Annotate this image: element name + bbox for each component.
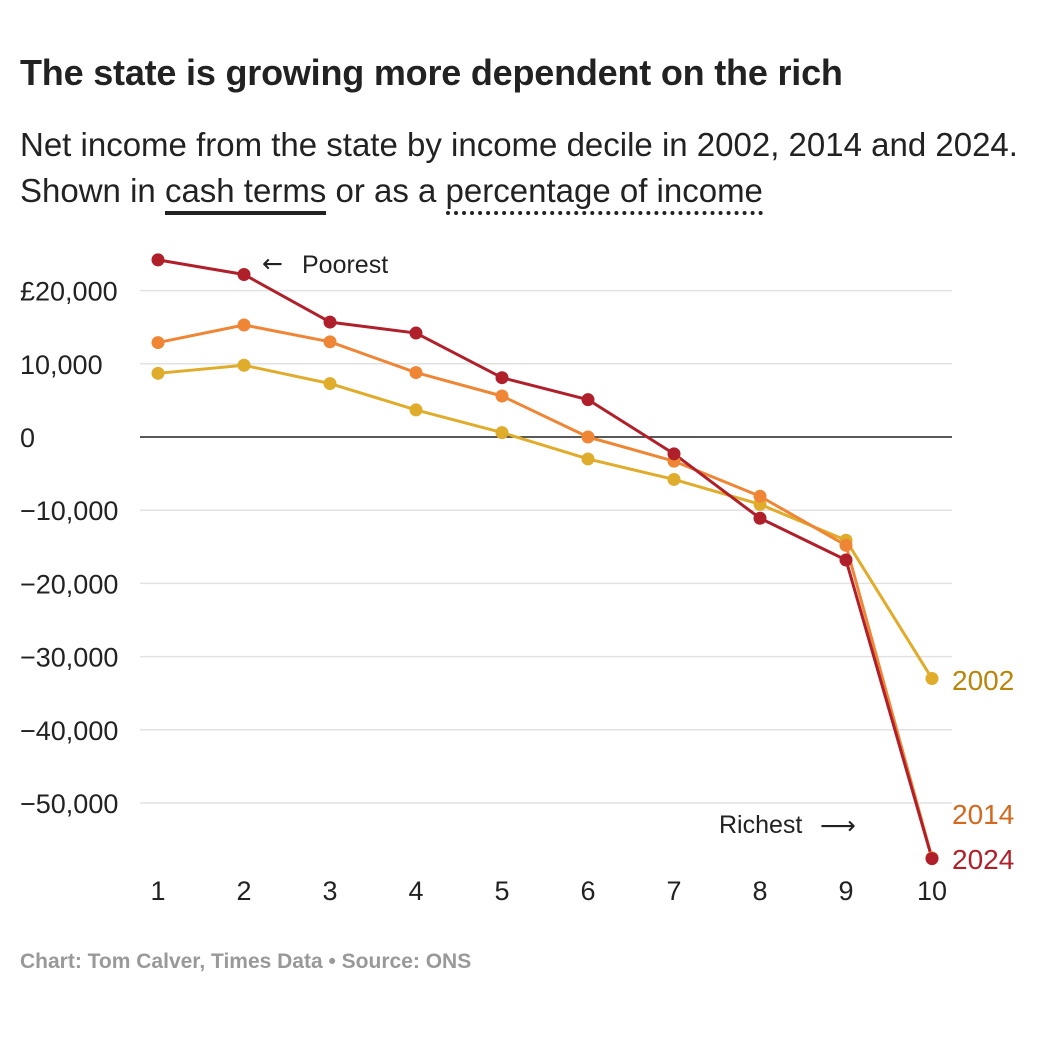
series-label-2014: 2014 [952,799,1014,830]
richest-annotation: Richest [719,811,802,839]
x-tick-label: 1 [150,876,165,906]
data-point-2024[interactable] [409,326,423,340]
data-point-2014[interactable] [323,335,337,349]
poorest-annotation: Poorest [302,251,388,279]
x-tick-label: 8 [752,876,767,906]
x-tick-label: 2 [236,876,251,906]
data-point-2002[interactable] [409,403,423,417]
series-label-2024: 2024 [952,844,1014,875]
y-tick-label: £20,000 [20,277,118,307]
data-point-2002[interactable] [151,366,165,380]
data-point-2014[interactable] [495,389,509,403]
y-tick-label: −20,000 [20,569,118,599]
data-point-2002[interactable] [581,452,595,466]
data-point-2002[interactable] [925,672,939,686]
x-tick-label: 7 [666,876,681,906]
y-tick-label: −50,000 [20,789,118,819]
x-tick-label: 6 [580,876,595,906]
data-point-2024[interactable] [495,371,509,385]
data-point-2024[interactable] [323,315,337,329]
series-label-2002: 2002 [952,665,1014,696]
data-point-2024[interactable] [151,253,165,267]
subtitle-text-mid: or as a [326,172,446,209]
x-tick-label: 3 [322,876,337,906]
data-point-2024[interactable] [237,267,251,281]
cash-terms-toggle[interactable]: cash terms [164,172,327,215]
data-point-2014[interactable] [151,336,165,350]
data-point-2024[interactable] [839,553,853,567]
data-point-2014[interactable] [581,430,595,444]
data-point-2024[interactable] [753,511,767,525]
series-line-2024 [157,258,934,860]
subtitle-text: Net income from the state by income deci… [20,126,1018,209]
data-point-2002[interactable] [237,358,251,372]
x-tick-label: 9 [838,876,853,906]
data-point-2002[interactable] [495,426,509,440]
data-point-2024[interactable] [667,447,681,461]
data-point-2014[interactable] [409,366,423,380]
source-footer: Chart: Tom Calver, Times Data • Source: … [20,950,472,973]
y-tick-label: 10,000 [20,350,103,380]
richest-arrow: ⟶ [820,811,856,840]
y-tick-label: −30,000 [20,643,118,673]
line-chart: £20,000 10,000 0 −10,000 −20,000 −30,000 −40,0… [20,249,1014,906]
series-line-2014 [157,323,934,859]
data-point-2002[interactable] [323,377,337,391]
y-tick-label: −40,000 [20,716,118,746]
poorest-arrow: ← [262,249,283,278]
x-tick-label: 5 [494,876,509,906]
data-point-2002[interactable] [667,472,681,486]
data-point-2014[interactable] [753,489,767,503]
chart-title: The state is growing more dependent on t… [20,52,843,93]
y-tick-label: 0 [20,423,35,453]
x-tick-label: 4 [408,876,423,906]
series-line-2002 [157,363,934,680]
percentage-toggle[interactable]: percentage of income [445,172,763,215]
data-point-2024[interactable] [925,852,939,866]
chart-subtitle: Net income from the state by income deci… [20,122,1020,215]
data-point-2024[interactable] [581,393,595,407]
data-point-2014[interactable] [237,318,251,332]
data-point-2014[interactable] [839,538,853,552]
x-tick-label: 10 [917,876,947,906]
y-tick-label: −10,000 [20,496,118,526]
